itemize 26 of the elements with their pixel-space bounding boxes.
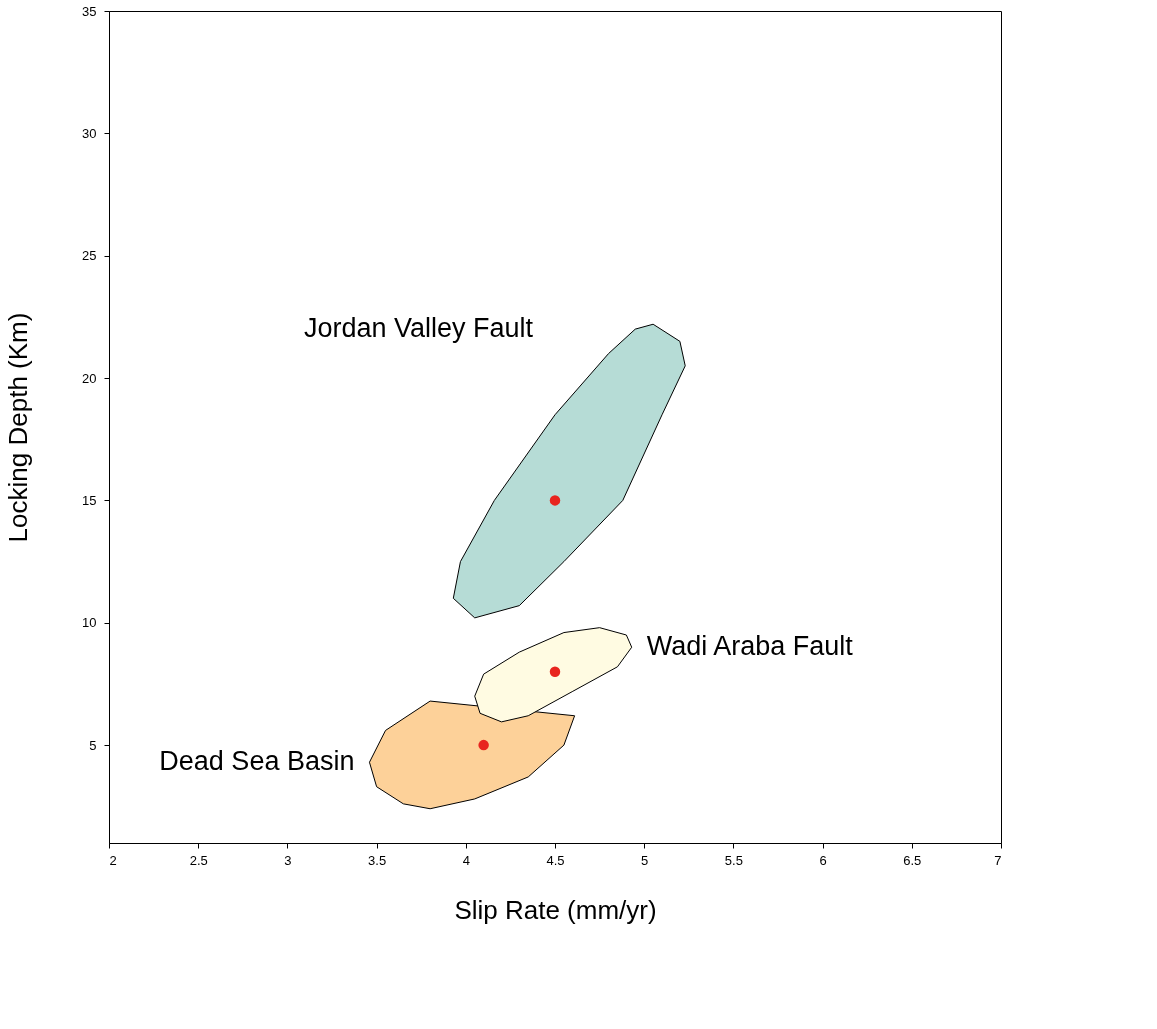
y-tick-label: 30 [82,125,97,141]
x-tick-label: 6.5 [903,852,922,868]
text: Jordan Valley Fault [303,313,534,344]
x-tick-label: 4 [462,852,470,868]
y-axis-title: Locking Depth (Km) [3,312,34,543]
x-tick-label: 5.5 [724,852,743,868]
x-tick-label: 6 [819,852,827,868]
x-tick-label: 7 [994,852,1002,868]
y-tick-label: 25 [82,248,97,264]
y-tick-label: 5 [89,737,97,753]
y-tick-label: 15 [82,492,97,508]
point [549,666,561,677]
series-label: Dead Sea Basin [159,746,355,777]
x-tick-label: 3.5 [368,852,387,868]
x-axis-title: Slip Rate (mm/yr) [454,894,657,925]
y-tick-label: 35 [82,3,97,19]
point [478,739,489,751]
y-tick-label: 10 [82,615,97,631]
x-tick-label: 2 [109,852,117,868]
x-tick-label: 5 [641,852,649,868]
x-tick-label: 4.5 [546,852,565,868]
x-tick-label: 2.5 [189,852,208,868]
x-tick-label: 3 [284,852,292,868]
series-label: Wadi Araba Fault [646,631,854,662]
point [549,495,561,506]
y-tick-label: 20 [82,370,97,386]
